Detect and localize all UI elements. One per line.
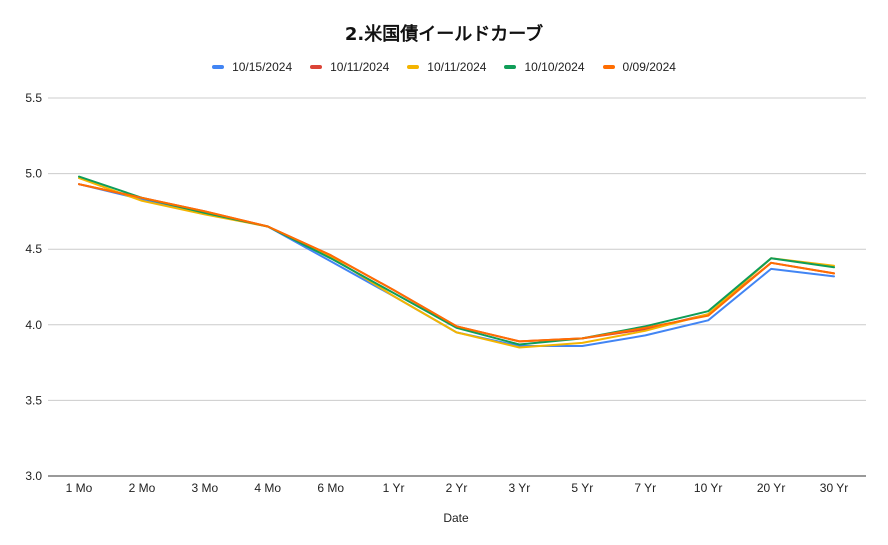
x-tick-label: 3 Yr: [509, 481, 531, 495]
series-line-4[interactable]: [78, 175, 835, 346]
legend-label: 10/10/2024: [524, 60, 585, 74]
x-tick-label: 5 Yr: [571, 481, 593, 495]
legend-swatch: [602, 65, 615, 69]
x-tick-label: 3 Mo: [191, 481, 218, 495]
x-tick-label: 20 Yr: [757, 481, 785, 495]
y-tick-label: 5.0: [25, 167, 42, 181]
x-axis-title: Date: [443, 511, 469, 525]
legend-swatch: [407, 65, 420, 69]
y-tick-label: 3.5: [25, 393, 42, 407]
y-tick-label: 4.0: [25, 318, 42, 332]
y-tick-label: 4.5: [25, 242, 42, 256]
y-tick-label: 3.0: [25, 469, 42, 483]
x-tick-label: 7 Yr: [634, 481, 656, 495]
x-tick-label: 1 Yr: [383, 481, 405, 495]
x-tick-label: 1 Mo: [66, 481, 93, 495]
legend-item-series-4[interactable]: 10/10/2024: [504, 60, 585, 74]
legend-swatch: [504, 65, 517, 69]
legend-item-series-1[interactable]: 10/15/2024: [212, 60, 292, 74]
x-tick-label: 2 Mo: [129, 481, 156, 495]
x-tick-label: 10 Yr: [694, 481, 722, 495]
chart-title: 2.米国債イールドカーブ: [344, 24, 544, 45]
y-axis-ticks: 3.0 3.5 4.0 4.5 5.0 5.5: [25, 91, 42, 483]
x-tick-label: 4 Mo: [254, 481, 281, 495]
x-axis-ticks: 1 Mo 2 Mo 3 Mo 4 Mo 6 Mo 1 Yr 2 Yr 3 Yr 5 Yr 7 Yr…: [66, 481, 849, 495]
legend-item-series-5[interactable]: 0/09/2024: [602, 60, 676, 74]
x-tick-label: 2 Yr: [446, 481, 468, 495]
legend-swatch: [310, 65, 323, 69]
gridlines: [48, 97, 866, 477]
legend-label: 10/15/2024: [232, 60, 293, 74]
legend: 10/15/2024 10/11/2024 10/11/2024 10/10/2…: [0, 60, 888, 74]
legend-item-series-3[interactable]: 10/11/2024: [407, 60, 486, 74]
x-tick-label: 6 Mo: [317, 481, 344, 495]
series-lines: [78, 175, 835, 349]
legend-item-series-2[interactable]: 10/11/2024: [310, 60, 389, 74]
series-line-5[interactable]: [78, 183, 835, 343]
legend-label: 0/09/2024: [622, 60, 676, 74]
legend-swatch: [212, 65, 225, 69]
legend-label: 10/11/2024: [330, 60, 390, 74]
x-tick-label: 30 Yr: [820, 481, 848, 495]
y-tick-label: 5.5: [25, 91, 42, 105]
series-line-3[interactable]: [78, 177, 835, 349]
legend-label: 10/11/2024: [427, 60, 487, 74]
